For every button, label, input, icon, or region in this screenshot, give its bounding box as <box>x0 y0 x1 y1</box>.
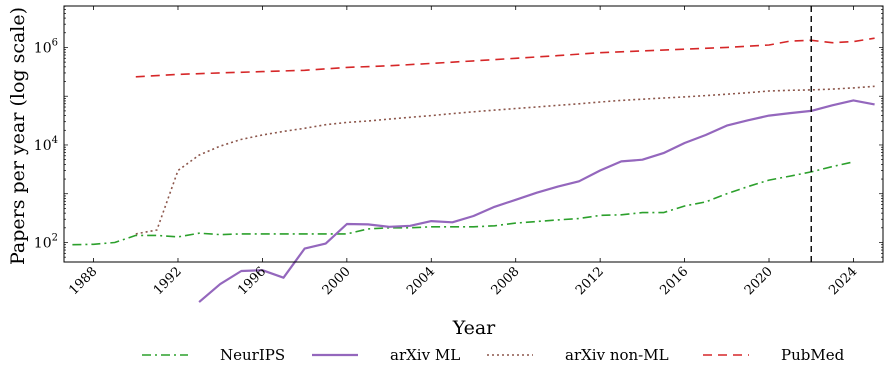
x-axis-title: Year <box>452 317 496 339</box>
series-line-neurips <box>72 161 854 246</box>
axis-layer: 1988 1992 1996 2000 2004 2008 2012 2016 2020 2024… <box>34 5 884 298</box>
legend-label-neurips: NeurIPS <box>220 346 285 364</box>
x-tick-label: 1988 <box>66 264 100 298</box>
legend-label-arxiv-non-ml: arXiv non-ML <box>565 346 669 364</box>
x-tick-label: 1996 <box>235 264 269 298</box>
y-tick-label: 102 <box>34 232 58 251</box>
series-line-arxiv-non-ml <box>135 85 875 235</box>
legend-label-pubmed: PubMed <box>781 346 845 364</box>
x-tick-label: 2012 <box>573 264 607 298</box>
y-tick-label: 104 <box>34 135 58 154</box>
y-axis-title: Papers per year (log scale) <box>7 7 29 265</box>
x-tick-label: 2020 <box>742 264 776 298</box>
x-tick-label: 2004 <box>404 264 438 298</box>
legend: NeurIPS arXiv ML arXiv non-ML PubMed <box>142 346 845 364</box>
x-tick-label: 2016 <box>657 264 691 298</box>
x-tick-label: 2000 <box>320 264 354 298</box>
plot-frame <box>63 5 884 263</box>
y-tick-label: 106 <box>34 37 58 56</box>
x-tick-label: 2024 <box>826 264 860 298</box>
series-line-pubmed <box>135 37 875 78</box>
series-layer <box>72 37 875 303</box>
series-line-arxiv-ml <box>198 99 875 303</box>
legend-label-arxiv-ml: arXiv ML <box>390 346 460 364</box>
x-tick-label: 2008 <box>489 264 523 298</box>
x-tick-label: 1992 <box>151 264 185 298</box>
